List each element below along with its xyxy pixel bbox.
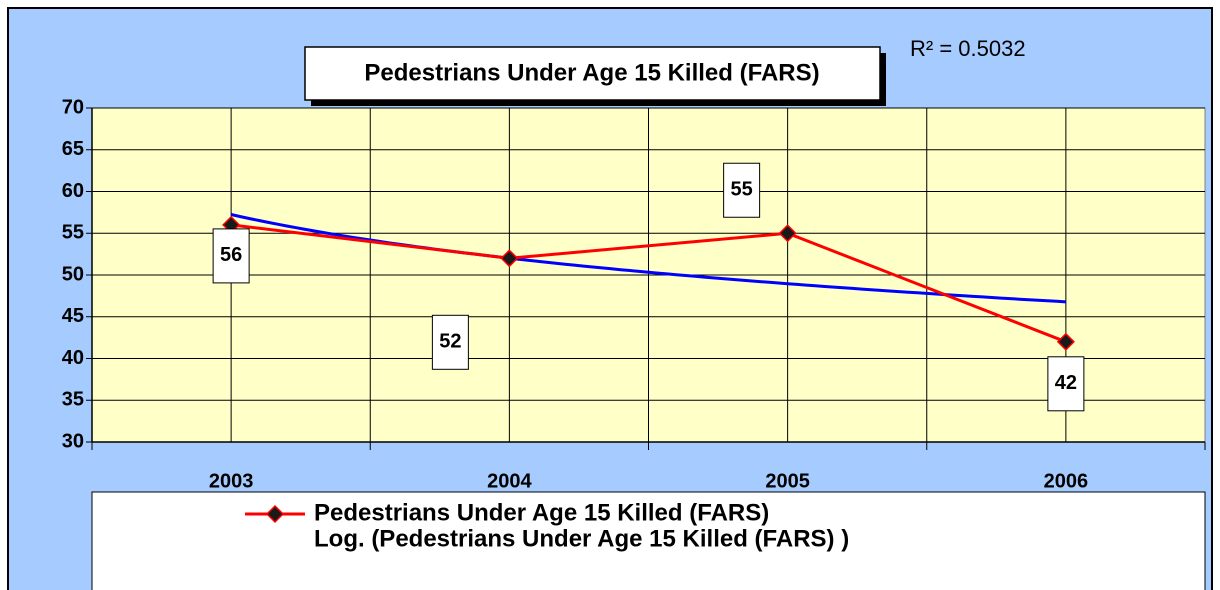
- marker: [500, 249, 519, 268]
- y-tick-label: 45: [62, 305, 84, 327]
- chart-title: Pedestrians Under Age 15 Killed (FARS): [364, 59, 819, 86]
- data-label-box: [1047, 356, 1085, 412]
- x-tick-label: 2003: [209, 470, 254, 492]
- y-tick-label: 55: [62, 222, 84, 244]
- y-tick-label: 40: [62, 347, 84, 369]
- data-label-box: [431, 314, 469, 370]
- legend-label: Log. (Pedestrians Under Age 15 Killed (F…: [314, 525, 849, 552]
- data-label-box: [723, 162, 761, 218]
- x-tick-label: 2005: [765, 470, 810, 492]
- legend-label: Pedestrians Under Age 15 Killed (FARS): [314, 499, 769, 526]
- data-label-box: [212, 228, 250, 284]
- data-label: 56: [220, 244, 242, 266]
- y-tick-label: 70: [62, 96, 84, 118]
- legend-marker: [265, 504, 285, 524]
- data-label: 52: [439, 331, 461, 353]
- data-label: 42: [1055, 372, 1077, 394]
- y-tick-label: 65: [62, 138, 84, 160]
- x-tick-label: 2004: [487, 470, 532, 492]
- y-tick-label: 35: [62, 389, 84, 411]
- data-label: 55: [731, 179, 753, 201]
- marker: [1056, 332, 1075, 351]
- data-line: [230, 223, 1067, 344]
- y-tick-label: 60: [62, 180, 84, 202]
- title-box: [304, 46, 881, 101]
- y-tick-label: 50: [62, 263, 84, 285]
- marker: [778, 224, 797, 243]
- r-squared: R² = 0.5032: [910, 36, 1026, 61]
- y-tick-label: 30: [62, 430, 84, 452]
- trendline: [230, 213, 1066, 304]
- x-tick-label: 2006: [1044, 470, 1089, 492]
